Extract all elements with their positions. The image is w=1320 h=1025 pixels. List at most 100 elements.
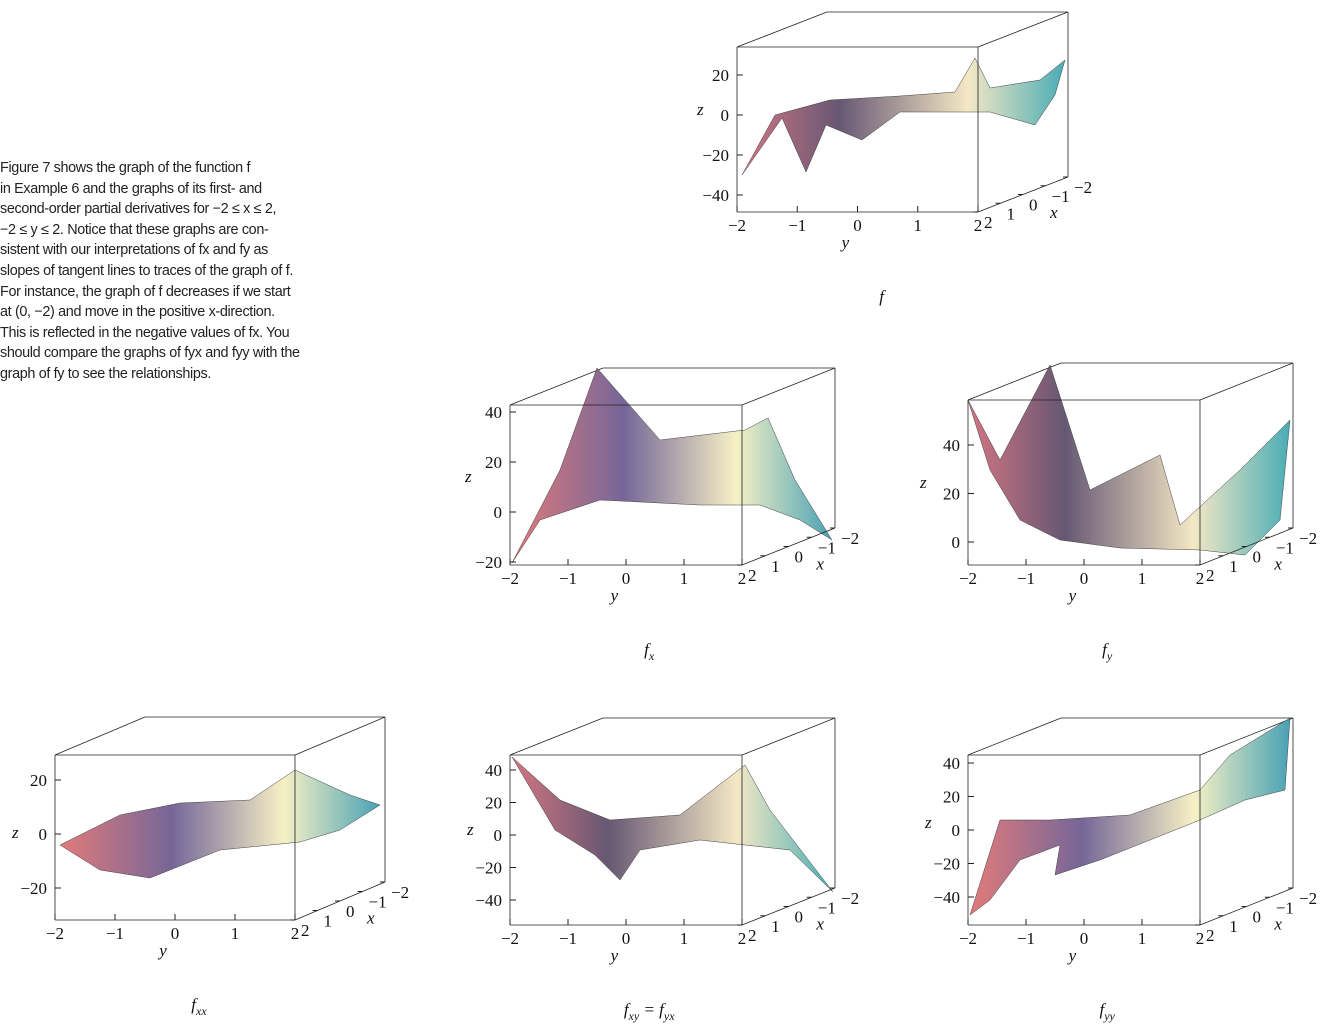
x-tick-label: −2 xyxy=(1074,178,1092,197)
text-line: sistent with our interpretations of fx a… xyxy=(0,242,268,259)
box-edge xyxy=(967,362,1062,401)
x-tick-label: 1 xyxy=(771,917,780,936)
label-subscript: x xyxy=(648,649,655,663)
z-tick-label: 20 xyxy=(30,771,47,790)
surface xyxy=(967,364,1291,556)
z-tick-label: 0 xyxy=(494,503,503,522)
box-edge xyxy=(977,11,1069,48)
x-tick-label: −1 xyxy=(818,538,836,557)
y-tick-label: −2 xyxy=(959,929,977,948)
box-edge xyxy=(1199,717,1294,756)
x-axis-label: x xyxy=(815,554,824,573)
z-tick-label: 20 xyxy=(485,794,502,813)
caption-text: Figure 7 shows the graph of the function… xyxy=(0,158,410,385)
label-text: f xyxy=(1102,640,1109,659)
z-tick-label: −20 xyxy=(702,146,729,165)
y-tick-label: 1 xyxy=(680,569,689,588)
label-subscript: xx xyxy=(195,1004,207,1018)
z-tick-label: 20 xyxy=(943,788,960,807)
y-tick-label: −2 xyxy=(501,929,519,948)
text-line: −2 ≤ y ≤ 2. Notice that these graphs are… xyxy=(0,221,269,238)
y-tick-label: −1 xyxy=(788,216,806,235)
z-tick-label: −20 xyxy=(933,855,960,874)
y-tick-label: −2 xyxy=(959,569,977,588)
box-edge xyxy=(54,716,146,756)
panel-label: fyy xyxy=(1100,1000,1116,1023)
z-axis-label: z xyxy=(464,467,472,486)
y-tick-label: 1 xyxy=(680,929,689,948)
label-text: f xyxy=(879,287,886,306)
text-line: in Example 6 and the graphs of its first… xyxy=(0,180,262,197)
panel-label: f xyxy=(879,287,886,306)
y-tick-label: 0 xyxy=(853,216,862,235)
y-tick-label: 1 xyxy=(231,924,240,943)
x-tick-label: 1 xyxy=(324,912,333,931)
z-tick-label: 40 xyxy=(485,761,502,780)
text-line: at (0, −2) and move in the positive x-di… xyxy=(0,304,275,321)
z-tick-label: 20 xyxy=(485,453,502,472)
z-tick-label: −20 xyxy=(20,879,47,898)
label-text: = f xyxy=(639,1000,666,1019)
y-tick-label: 2 xyxy=(1196,569,1205,588)
y-tick-label: 1 xyxy=(914,216,923,235)
x-axis-label: x xyxy=(1049,203,1058,222)
label-text: f xyxy=(191,995,198,1014)
x-tick-label: −2 xyxy=(841,889,859,908)
panel-label: fx xyxy=(644,640,655,663)
text-line: should compare the graphs of fyx and fyy… xyxy=(0,345,300,362)
plot-panel: 200−20−40z−2 −1 0 1 2y2 1 0 −1 −2xf xyxy=(696,11,1092,306)
text-line: graph of fy to see the relationships. xyxy=(0,365,212,382)
x-tick-label: −1 xyxy=(369,893,387,912)
y-tick-label: 0 xyxy=(1080,929,1089,948)
text-line: This is reflected in the negative values… xyxy=(0,324,290,341)
x-tick-label: −2 xyxy=(841,529,859,548)
y-tick-label: −1 xyxy=(559,929,577,948)
x-tick-label: −1 xyxy=(1052,187,1070,206)
surface xyxy=(741,57,1066,176)
z-axis-label: z xyxy=(11,823,19,842)
label-text: f xyxy=(644,640,651,659)
z-tick-label: 20 xyxy=(943,485,960,504)
x-tick-label: 1 xyxy=(1007,204,1016,223)
y-tick-label: −1 xyxy=(559,569,577,588)
z-tick-label: 0 xyxy=(952,821,961,840)
y-axis-label: y xyxy=(157,941,167,960)
x-tick-label: 0 xyxy=(1253,548,1262,567)
text-line: slopes of tangent lines to traces of the… xyxy=(0,262,293,279)
label-text: f xyxy=(624,1000,631,1019)
x-tick-label: −2 xyxy=(1299,889,1317,908)
x-axis-label: x xyxy=(1273,554,1282,573)
box-edge xyxy=(736,11,828,48)
y-axis-label: y xyxy=(1067,946,1077,965)
z-tick-label: 40 xyxy=(485,403,502,422)
z-axis-label: z xyxy=(924,813,932,832)
x-tick-label: 0 xyxy=(795,908,804,927)
x-tick-label: 0 xyxy=(1029,196,1038,215)
y-tick-label: 0 xyxy=(171,924,180,943)
text-line: second-order partial derivatives for −2 … xyxy=(0,201,277,218)
box-edge xyxy=(741,717,836,756)
label-subscript: y xyxy=(1106,649,1113,663)
z-tick-label: 20 xyxy=(712,66,729,85)
surface xyxy=(59,769,381,879)
y-tick-label: −2 xyxy=(728,216,746,235)
x-tick-label: 0 xyxy=(795,548,804,567)
x-axis-label: x xyxy=(1273,914,1282,933)
label-subscript: yy xyxy=(1103,1009,1115,1023)
y-axis-label: y xyxy=(840,233,850,252)
y-tick-label: −2 xyxy=(501,569,519,588)
x-tick-label: −2 xyxy=(1299,529,1317,548)
x-tick-label: 1 xyxy=(771,557,780,576)
z-axis-label: z xyxy=(696,100,704,119)
z-tick-label: −40 xyxy=(933,888,960,907)
z-tick-label: 0 xyxy=(39,825,48,844)
x-tick-label: 2 xyxy=(1206,926,1215,945)
x-tick-label: 2 xyxy=(984,213,993,232)
z-tick-label: 0 xyxy=(494,826,503,845)
